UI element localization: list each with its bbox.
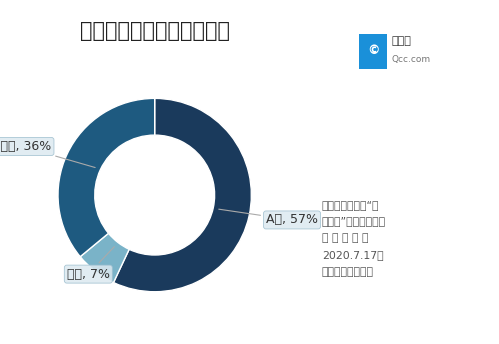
- Wedge shape: [114, 98, 251, 292]
- Wedge shape: [80, 233, 129, 282]
- Text: A股, 57%: A股, 57%: [219, 209, 318, 226]
- Text: ©: ©: [367, 44, 380, 57]
- Circle shape: [132, 172, 178, 218]
- Text: 实业投资相关上市企业分布: 实业投资相关上市企业分布: [80, 21, 230, 41]
- Text: 港股, 7%: 港股, 7%: [67, 247, 114, 281]
- Text: 仅统计关键词为“实
业投资”的相关企业；
数 据 截 至 ：
2020.7.17；
数据来源：企查查: 仅统计关键词为“实 业投资”的相关企业； 数 据 截 至 ： 2020.7.17…: [322, 200, 386, 277]
- FancyBboxPatch shape: [356, 31, 389, 72]
- Text: Qcc.com: Qcc.com: [392, 55, 431, 64]
- Text: 企查查: 企查查: [392, 36, 412, 46]
- Wedge shape: [58, 98, 155, 257]
- Text: 新三板, 36%: 新三板, 36%: [0, 140, 95, 168]
